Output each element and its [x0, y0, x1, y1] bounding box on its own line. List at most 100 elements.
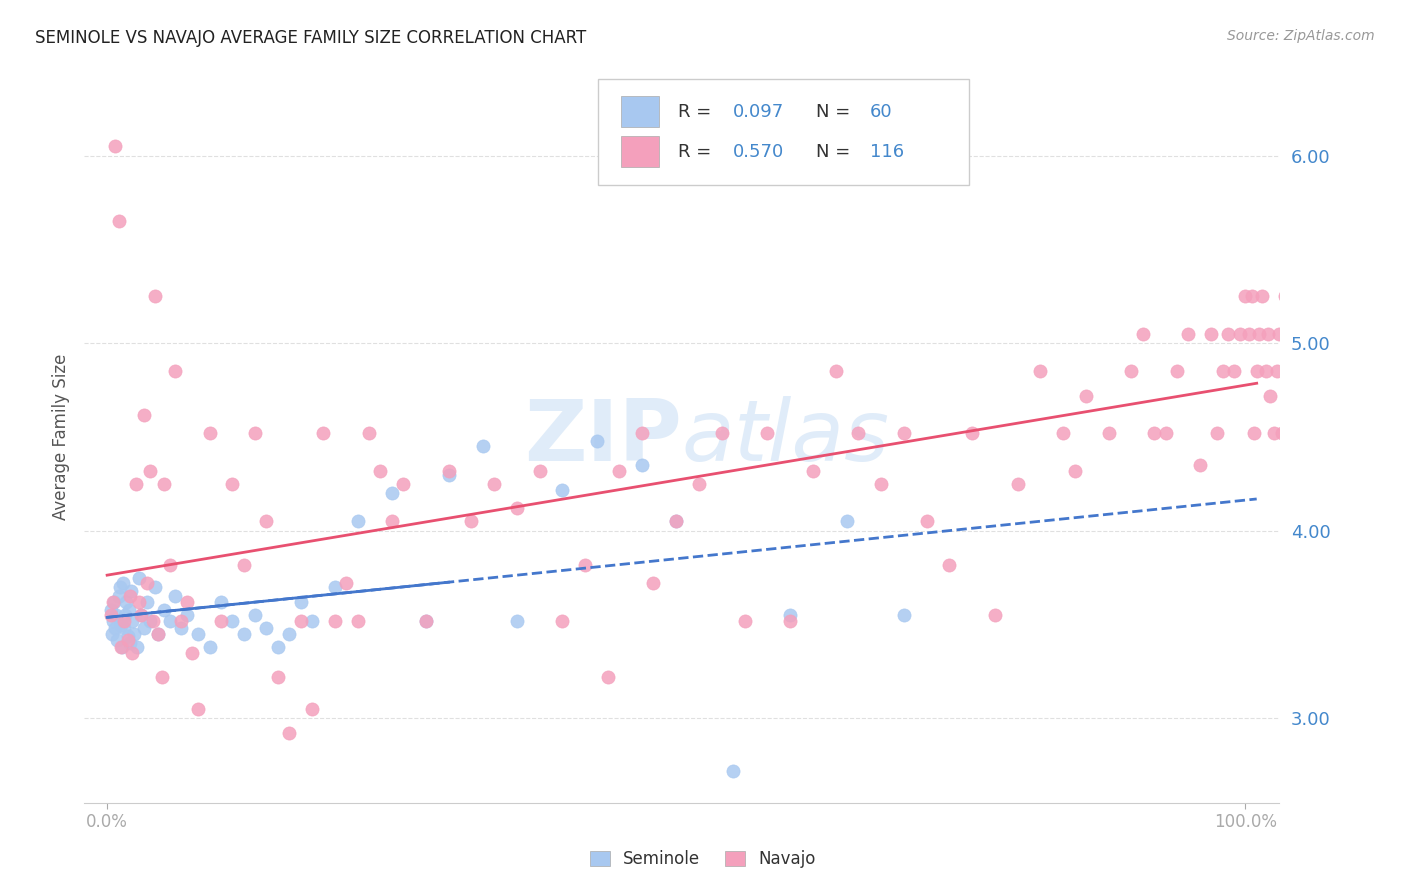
Point: [110, 617, 132, 632]
Point: [153, 602, 176, 616]
Point: [1098, 426, 1121, 441]
Point: [267, 670, 290, 684]
Point: [112, 621, 135, 635]
Point: [846, 426, 869, 441]
Point: [551, 483, 574, 497]
Point: [1263, 426, 1285, 441]
Point: [105, 608, 128, 623]
Point: [392, 477, 415, 491]
Point: [118, 590, 141, 604]
Point: [1260, 389, 1282, 403]
Point: [108, 580, 131, 594]
Point: [1166, 364, 1188, 378]
Point: [870, 477, 893, 491]
Point: [198, 426, 221, 441]
Point: [1308, 326, 1330, 341]
Point: [176, 595, 198, 609]
Point: [117, 632, 139, 647]
Point: [506, 614, 529, 628]
Point: [121, 614, 143, 628]
Point: [1274, 289, 1296, 303]
Point: [100, 627, 122, 641]
Point: [721, 764, 744, 778]
Point: [100, 608, 122, 623]
Point: [136, 595, 159, 609]
Point: [893, 426, 915, 441]
Point: [1052, 426, 1074, 441]
Point: [128, 571, 150, 585]
Point: [290, 595, 312, 609]
Point: [323, 580, 346, 594]
Point: [346, 614, 368, 628]
Point: [1237, 326, 1260, 341]
Point: [118, 602, 141, 616]
Point: [209, 595, 232, 609]
Point: [159, 558, 181, 572]
Point: [756, 426, 779, 441]
Point: [1199, 326, 1222, 341]
Point: [1074, 389, 1097, 403]
Point: [150, 670, 173, 684]
Point: [1246, 364, 1268, 378]
Point: [1243, 426, 1265, 441]
Point: [1268, 326, 1291, 341]
Point: [1296, 326, 1319, 341]
Point: [1132, 326, 1154, 341]
Point: [643, 576, 665, 591]
Point: [960, 426, 983, 441]
Point: [120, 583, 142, 598]
Point: [631, 426, 654, 441]
Point: [243, 608, 266, 623]
Point: [110, 640, 132, 654]
Point: [136, 576, 159, 591]
Point: [1205, 426, 1227, 441]
Point: [1324, 364, 1347, 378]
Point: [381, 515, 404, 529]
Point: [824, 364, 846, 378]
Point: [221, 477, 243, 491]
Point: [148, 627, 170, 641]
Point: [187, 627, 209, 641]
Point: [1177, 326, 1199, 341]
Point: [779, 614, 801, 628]
Point: [1029, 364, 1052, 378]
Point: [139, 614, 162, 628]
Point: [170, 621, 193, 635]
Point: [101, 614, 124, 628]
Point: [1331, 326, 1354, 341]
Point: [335, 576, 357, 591]
Point: [1277, 364, 1299, 378]
Point: [221, 614, 243, 628]
Point: [1241, 289, 1264, 303]
Point: [1229, 326, 1251, 341]
Point: [104, 621, 127, 635]
Point: [1279, 426, 1302, 441]
Text: 60: 60: [869, 103, 893, 120]
Point: [143, 580, 166, 594]
Point: [232, 627, 254, 641]
Point: [1271, 426, 1294, 441]
Point: [142, 614, 165, 628]
Point: [801, 464, 824, 478]
Point: [107, 590, 129, 604]
Point: [665, 515, 688, 529]
Point: [368, 464, 391, 478]
Point: [938, 558, 960, 572]
Point: [132, 621, 155, 635]
Point: [278, 627, 301, 641]
Point: [1121, 364, 1143, 378]
Point: [1212, 364, 1234, 378]
Point: [471, 440, 494, 454]
Point: [984, 608, 1007, 623]
FancyBboxPatch shape: [599, 78, 969, 185]
Point: [1218, 326, 1240, 341]
Point: [312, 426, 335, 441]
Bar: [621, 96, 659, 127]
Point: [1063, 464, 1085, 478]
Point: [1302, 364, 1324, 378]
Point: [301, 702, 323, 716]
Point: [357, 426, 380, 441]
Point: [181, 646, 204, 660]
Point: [121, 646, 143, 660]
Point: [506, 501, 529, 516]
